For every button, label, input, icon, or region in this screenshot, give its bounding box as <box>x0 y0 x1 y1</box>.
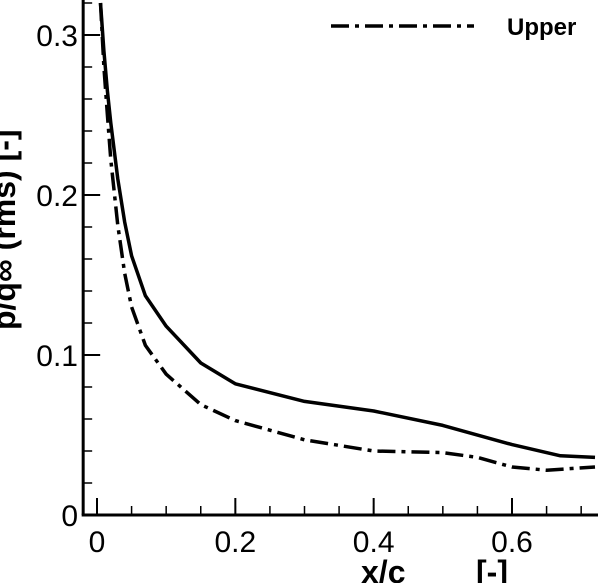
tick-labels: 0 0.2 0.4 0.6 0 0.1 0.2 0.3 <box>36 20 533 559</box>
series-line-dashdot <box>98 2 596 472</box>
y-tick-label: 0.3 <box>36 20 78 53</box>
y-axis-label: p/q∞ (rms) [-] <box>0 129 22 330</box>
x-tick-label: 0.4 <box>353 526 395 559</box>
y-tick-label: 0 <box>61 500 78 533</box>
series-group <box>98 2 596 472</box>
y-tick-label: 0.1 <box>36 340 78 373</box>
x-tick-label: 0.6 <box>491 526 533 559</box>
axis-ticks <box>83 2 582 516</box>
legend: Upper <box>331 14 576 41</box>
x-axis-label: x/c <box>361 554 405 583</box>
x-tick-label: 0.2 <box>214 526 256 559</box>
axes <box>81 0 598 517</box>
legend-label-upper: Upper <box>507 14 576 41</box>
series-line-solid <box>98 2 596 460</box>
y-tick-label: 0.2 <box>36 180 78 213</box>
x-axis-unit-label: [-] <box>476 554 508 583</box>
x-tick-label: 0 <box>89 526 106 559</box>
